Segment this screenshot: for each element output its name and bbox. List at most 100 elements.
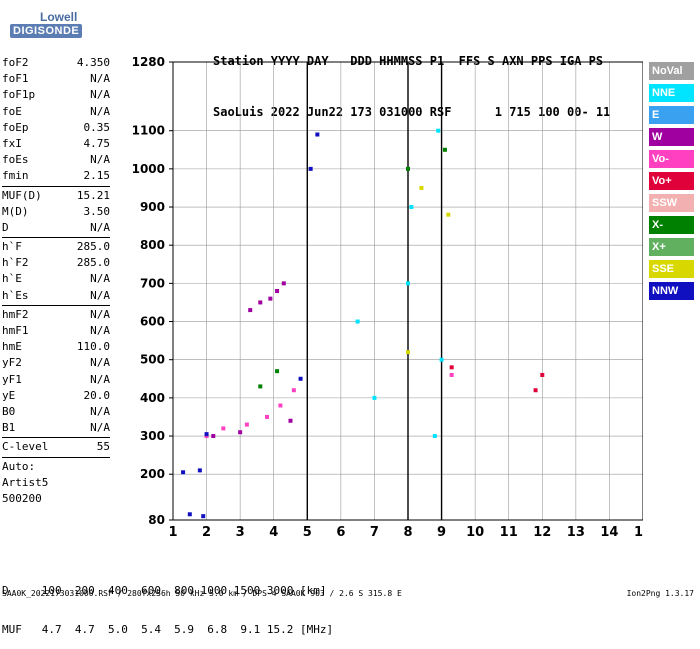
data-point [432, 434, 437, 439]
data-point [406, 166, 410, 171]
param-name: foF1 [2, 72, 29, 86]
data-point [449, 365, 454, 370]
legend-item: X+ [649, 238, 694, 256]
data-point [244, 422, 249, 427]
param-separator [2, 237, 110, 239]
param-row: MUF(D) 15.21 [2, 188, 110, 204]
ionogram-chart: 1234567891011121314158020030040050060070… [132, 55, 643, 540]
param-value: 4.350 [76, 56, 110, 69]
data-point [201, 514, 206, 519]
param-row: Artist5 [2, 475, 110, 491]
legend-item: NNW [649, 282, 694, 300]
data-point [298, 376, 303, 381]
data-point [355, 319, 360, 324]
data-point [446, 212, 451, 217]
x-tick-label: 15 [634, 525, 643, 540]
data-point [288, 418, 293, 423]
data-point [197, 468, 202, 473]
param-row: hmF2 N/A [2, 307, 110, 323]
param-name: h`E [2, 272, 22, 286]
version-label: Ion2Png 1.3.17 [626, 589, 694, 598]
x-tick-label: 7 [370, 525, 379, 540]
data-point [187, 512, 192, 517]
data-point [181, 470, 186, 475]
param-value: 0.35 [83, 120, 111, 134]
data-point [540, 372, 545, 377]
distance-muf-table: D 100 200 400 600 800 1000 1500 3000 [km… [2, 558, 333, 649]
param-value: 4.75 [83, 136, 111, 150]
x-tick-label: 5 [303, 525, 312, 540]
digisonde-logo: Lowell DIGISONDE [2, 6, 112, 46]
x-tick-label: 14 [600, 525, 618, 540]
param-value: 15.21 [76, 188, 110, 202]
param-name: foEs [2, 153, 29, 167]
param-name: MUF(D) [2, 188, 42, 202]
y-tick-label: 300 [140, 429, 165, 443]
header-line2: SaoLuis 2022 Jun22 173 031000 RSF 1 715 … [213, 105, 611, 119]
data-point [275, 289, 280, 293]
param-name: M(D) [2, 204, 29, 218]
param-name: fxI [2, 136, 22, 150]
param-row: foEs N/A [2, 152, 110, 168]
legend-item: X- [649, 216, 694, 234]
param-name: h`F2 [2, 256, 29, 270]
legend-item: E [649, 106, 694, 124]
file-info-footer: SAA0K_2022173031000.RSF / 280fx256h 50 k… [2, 589, 402, 598]
param-name: foF2 [2, 56, 29, 69]
x-tick-label: 1 [168, 525, 177, 540]
param-name: h`Es [2, 288, 29, 302]
param-value: N/A [90, 72, 110, 86]
param-name: hmE [2, 340, 22, 354]
param-separator [2, 304, 110, 306]
param-separator [2, 185, 110, 187]
param-name: hmF1 [2, 324, 29, 337]
data-point [258, 384, 263, 389]
param-row: h`E N/A [2, 271, 110, 287]
param-row: yF1 N/A [2, 372, 110, 388]
param-row: h`F 285.0 [2, 239, 110, 255]
param-row: h`F2 285.0 [2, 255, 110, 271]
param-row: M(D) 3.50 [2, 204, 110, 220]
param-value: N/A [90, 272, 110, 286]
data-point [221, 426, 226, 431]
x-tick-label: 8 [403, 525, 412, 540]
data-point [409, 205, 414, 210]
y-tick-label: 1100 [132, 124, 165, 138]
param-value: 20.0 [83, 388, 111, 402]
param-row: yF2 N/A [2, 355, 110, 371]
param-name: D [2, 220, 9, 234]
y-tick-label: 800 [140, 238, 165, 252]
param-name: B0 [2, 404, 16, 418]
param-name: fmin [2, 169, 29, 183]
legend-item: NoVal [649, 62, 694, 80]
legend: NoVal NNE E W Vo- Vo+ SSW X- X+ SSE NNW [649, 62, 694, 304]
param-row: hmF1 N/A [2, 323, 110, 339]
data-point [406, 350, 410, 355]
x-tick-label: 9 [437, 525, 446, 540]
param-value: N/A [90, 288, 110, 302]
param-row: foF1 N/A [2, 71, 110, 87]
x-tick-label: 12 [533, 525, 551, 540]
muf-line: MUF 4.7 4.7 5.0 5.4 5.9 6.8 9.1 15.2 [MH… [2, 623, 334, 636]
legend-item: SSW [649, 194, 694, 212]
data-point [238, 430, 243, 435]
param-row: fmin 2.15 [2, 168, 110, 184]
param-name: hmF2 [2, 307, 29, 321]
data-point [268, 296, 273, 301]
y-tick-label: 1280 [132, 55, 165, 69]
y-tick-label: 80 [148, 513, 165, 527]
param-value: 2.15 [83, 169, 111, 183]
param-value: N/A [90, 404, 110, 418]
param-value: N/A [90, 220, 110, 234]
data-point [258, 300, 263, 305]
y-tick-label: 700 [140, 276, 165, 290]
param-row: Auto: [2, 459, 110, 475]
param-row: foF1p N/A [2, 87, 110, 103]
data-point [315, 132, 320, 137]
y-tick-label: 500 [140, 353, 165, 367]
param-value: N/A [90, 104, 110, 118]
x-tick-label: 6 [336, 525, 345, 540]
param-row: C-level 55 [2, 439, 110, 455]
x-tick-label: 2 [202, 525, 211, 540]
param-value: N/A [90, 324, 110, 337]
